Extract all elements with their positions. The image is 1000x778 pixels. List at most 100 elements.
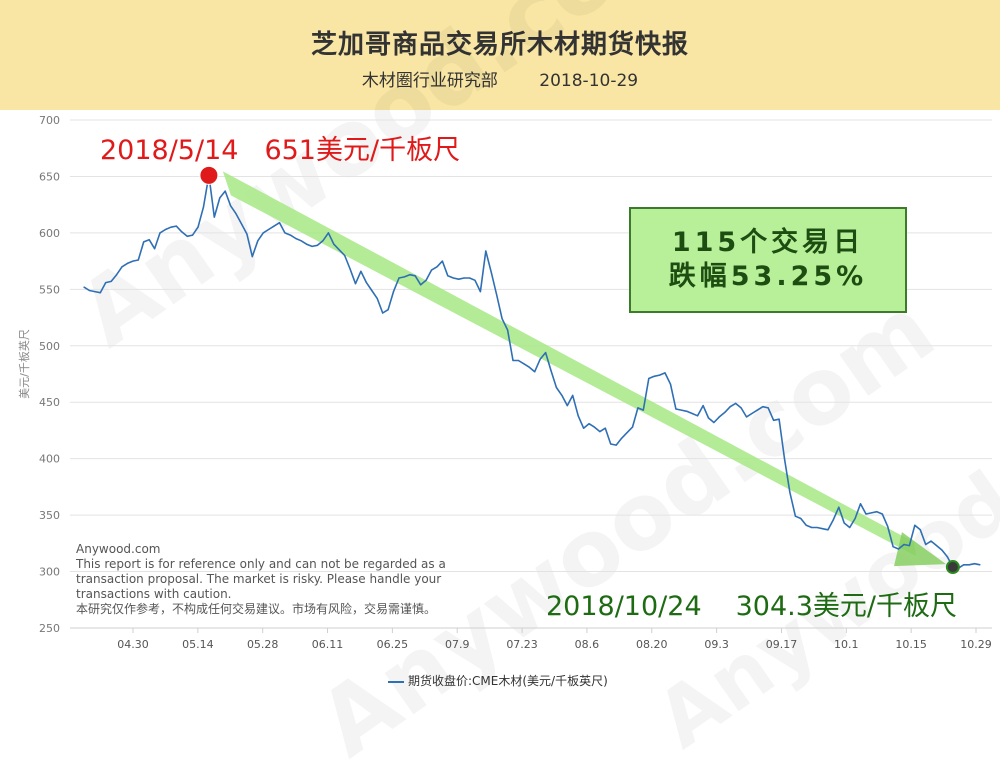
data-point [919, 529, 921, 531]
data-point [392, 291, 395, 293]
data-point [316, 244, 319, 246]
data-point [490, 271, 492, 273]
data-point [219, 197, 221, 199]
data-point [523, 363, 525, 365]
data-point [230, 205, 232, 207]
data-point [832, 519, 835, 521]
data-point [702, 405, 704, 407]
data-point [637, 407, 639, 409]
disclaimer-chinese: 本研究仅作参考，不构成任何交易建议。市场有风险，交易需谨慎。 [76, 602, 437, 616]
data-point [403, 276, 405, 278]
data-point [387, 309, 389, 311]
data-point [843, 522, 845, 524]
series-layer [83, 174, 981, 569]
data-point [126, 262, 128, 264]
data-point [762, 406, 764, 408]
data-point [251, 256, 253, 258]
data-point [659, 374, 661, 376]
x-tick-label: 07.9 [445, 638, 470, 651]
data-point [936, 545, 938, 547]
data-point [501, 318, 503, 320]
data-point [181, 231, 183, 233]
data-point [354, 283, 357, 285]
data-point [175, 225, 177, 227]
data-point [284, 232, 286, 234]
arrow-band [222, 171, 916, 557]
trend-arrow [222, 171, 946, 567]
data-point [968, 564, 970, 566]
y-tick-label: 500 [39, 340, 60, 353]
data-point [447, 275, 449, 277]
report-author: 木材圈行业研究部 [361, 71, 498, 91]
x-tick-label: 08.20 [636, 638, 668, 651]
data-point [707, 417, 710, 419]
data-point [593, 426, 596, 428]
data-point [512, 359, 514, 362]
chart-legend[interactable]: 期货收盘价:CME木材(美元/千板英尺) [388, 672, 608, 689]
data-point [675, 408, 677, 410]
data-point [382, 312, 384, 314]
data-point [300, 240, 302, 242]
data-point [604, 427, 606, 429]
data-point [441, 260, 443, 262]
data-point [669, 383, 672, 385]
data-point [268, 228, 270, 231]
data-point [583, 427, 585, 429]
peak-date: 2018/5/14 [100, 135, 239, 166]
last-date: 2018/10/24 [546, 591, 702, 622]
data-point [458, 278, 460, 280]
data-point [941, 549, 943, 551]
data-point [371, 289, 373, 292]
data-point [507, 329, 509, 331]
report-subtitle: 木材圈行业研究部 2018-10-29 [0, 66, 1000, 91]
data-point [452, 277, 454, 279]
data-point [610, 443, 612, 445]
data-point [105, 282, 107, 284]
data-point [756, 409, 759, 411]
data-point [148, 239, 150, 241]
report-header: 芝加哥商品交易所木材期货快报 木材圈行业研究部 2018-10-29 [0, 0, 1000, 110]
data-point [365, 282, 367, 284]
data-point [908, 545, 911, 547]
data-point [631, 426, 634, 428]
data-point [110, 280, 112, 282]
data-point [615, 444, 617, 446]
data-point [333, 243, 335, 245]
data-point [963, 564, 965, 566]
peak-marker [199, 165, 219, 185]
data-point [132, 260, 134, 262]
decline-percent: 跌幅53.25% [668, 261, 868, 292]
data-point [246, 233, 248, 235]
data-point [262, 232, 264, 234]
data-point [83, 286, 85, 288]
data-point [697, 415, 699, 417]
data-point [854, 517, 856, 520]
y-tick-label: 700 [39, 114, 60, 127]
data-point [496, 294, 498, 296]
x-tick-label: 10.1 [834, 638, 859, 651]
data-point [164, 228, 167, 231]
data-point [686, 410, 688, 412]
data-point [517, 359, 520, 362]
data-point [621, 437, 623, 439]
data-point [376, 297, 378, 299]
data-point [306, 243, 308, 245]
y-tick-label: 400 [39, 453, 60, 466]
disclaimer-note: Anywood.com This report is for reference… [76, 542, 476, 617]
data-point [273, 225, 275, 227]
data-point [94, 291, 96, 293]
data-point [745, 416, 748, 418]
decline-summary-box: 115个交易日 跌幅53.25% [629, 207, 907, 313]
disclaimer-site: Anywood.com [76, 542, 161, 556]
y-tick-label: 650 [39, 170, 60, 183]
data-point [946, 556, 949, 558]
data-point [805, 524, 807, 526]
data-point [664, 372, 666, 374]
report-date: 2018-10-29 [539, 71, 639, 91]
data-point [680, 409, 682, 411]
x-tick-label: 07.23 [506, 638, 538, 651]
data-point [534, 371, 536, 373]
data-point [887, 525, 889, 528]
y-tick-label: 300 [39, 566, 60, 579]
data-point [773, 419, 775, 421]
